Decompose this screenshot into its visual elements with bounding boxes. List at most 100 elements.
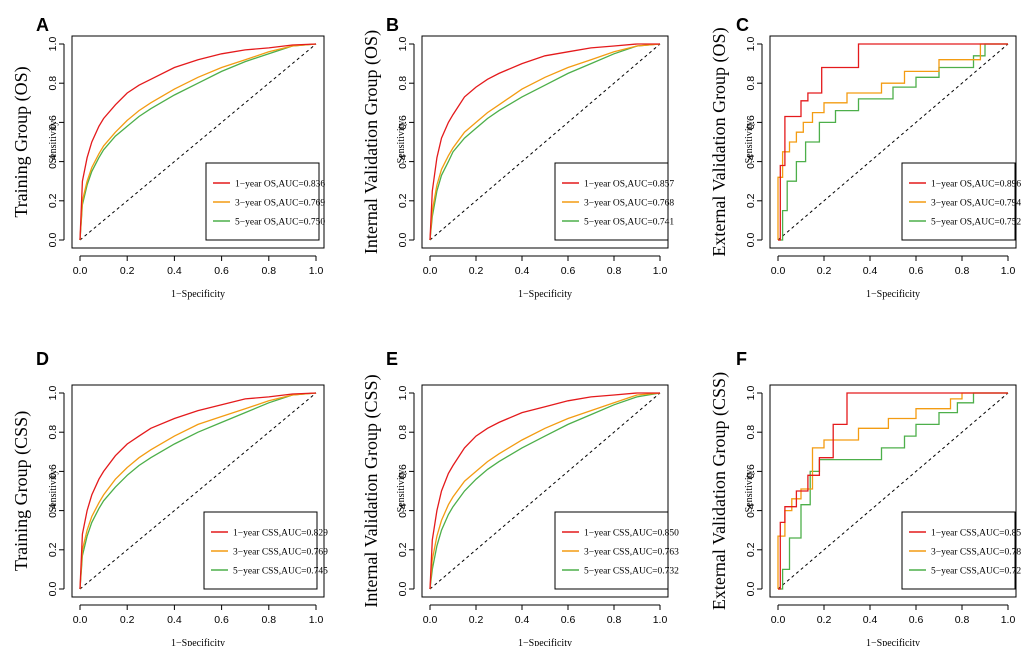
roc-curve-green	[79, 392, 317, 590]
reference-diagonal	[777, 392, 1009, 590]
y-tick-label: 0.8	[397, 425, 409, 440]
y-axis-label: Sensitivity	[396, 470, 407, 513]
x-tick-label: 0.2	[817, 265, 832, 277]
y-tick-label: 0.8	[397, 76, 409, 91]
y-tick-label: 0.0	[397, 582, 409, 597]
group-label: Internal Validation Group (OS)	[361, 30, 382, 254]
legend-label: 3−year OS,AUC=0.768	[584, 199, 674, 209]
y-tick-label: 0.0	[745, 582, 757, 597]
legend-label: 3−year CSS,AUC=0.784	[931, 548, 1021, 558]
y-axis-label: Sensitivity	[396, 121, 407, 164]
legend-box	[205, 162, 320, 241]
y-tick-label: 0.0	[397, 233, 409, 248]
y-tick-label: 1.0	[745, 37, 757, 52]
x-axis-label: 1−Specificity	[518, 289, 572, 300]
reference-diagonal	[777, 43, 1009, 241]
plot-frame	[769, 35, 1017, 249]
legend: 1−year CSS,AUC=0.859 3−year CSS,AUC=0.784…	[901, 511, 1021, 590]
chart-panel-c: C External Validation Group (OS) Sensitivi…	[709, 15, 1021, 300]
x-axis-label: 1−Specificity	[866, 638, 920, 646]
y-tick-label: 0.4	[397, 503, 409, 518]
y-tick-label: 0.6	[47, 464, 59, 479]
roc-curve-red	[429, 43, 660, 241]
x-tick-label: 0.6	[561, 265, 576, 277]
legend-label: 1−year CSS,AUC=0.829	[233, 529, 328, 539]
legend-label: 3−year OS,AUC=0.769	[235, 199, 325, 209]
y-axis-label: Sensitivity	[744, 470, 755, 513]
panel-letter: D	[36, 349, 49, 369]
roc-curve-orange	[79, 43, 317, 241]
chart-panel-f: F External Validation Group (CSS) Sensitiv…	[709, 349, 1021, 646]
panel-letter: B	[386, 15, 399, 35]
roc-curve-green	[429, 392, 661, 590]
legend: 1−year CSS,AUC=0.829 3−year CSS,AUC=0.769…	[203, 511, 328, 590]
reference-diagonal	[429, 392, 661, 590]
legend: 1−year OS,AUC=0.836 3−year OS,AUC=0.769 5−…	[205, 162, 325, 241]
legend-label: 5−year OS,AUC=0.750	[235, 218, 325, 228]
plot-frame	[71, 384, 325, 598]
roc-curve-red	[778, 43, 1008, 241]
y-tick-label: 1.0	[397, 386, 409, 401]
legend-label: 1−year OS,AUC=0.896	[931, 180, 1021, 190]
roc-curve-red	[429, 392, 660, 590]
x-axis-label: 1−Specificity	[518, 638, 572, 646]
x-tick-label: 0.8	[607, 614, 622, 626]
plot-frame	[421, 35, 669, 249]
x-tick-label: 1.0	[1001, 265, 1016, 277]
group-label: Training Group (CSS)	[11, 411, 32, 571]
x-tick-label: 0.0	[423, 614, 438, 626]
roc-curve-green	[778, 43, 1008, 241]
legend-label: 3−year OS,AUC=0.794	[931, 199, 1021, 209]
x-tick-label: 0.2	[120, 265, 135, 277]
panel-letter: E	[386, 349, 398, 369]
x-tick-label: 1.0	[309, 614, 324, 626]
legend: 1−year OS,AUC=0.896 3−year OS,AUC=0.794 5−…	[901, 162, 1021, 241]
x-axis-label: 1−Specificity	[171, 289, 225, 300]
x-tick-label: 0.2	[469, 614, 484, 626]
x-tick-label: 0.0	[771, 265, 786, 277]
x-tick-label: 0.6	[214, 614, 229, 626]
roc-curve-green	[429, 43, 661, 241]
legend-label: 5−year CSS,AUC=0.732	[584, 567, 679, 577]
x-tick-label: 0.4	[515, 265, 530, 277]
plot-frame	[71, 35, 325, 249]
legend-label: 5−year CSS,AUC=0.745	[233, 567, 328, 577]
reference-diagonal	[429, 43, 661, 241]
x-tick-label: 1.0	[653, 614, 668, 626]
y-tick-label: 0.8	[47, 425, 59, 440]
x-tick-label: 0.6	[909, 614, 924, 626]
y-tick-label: 1.0	[745, 386, 757, 401]
y-tick-label: 0.0	[47, 582, 59, 597]
y-tick-label: 0.4	[397, 154, 409, 169]
y-tick-label: 0.6	[745, 115, 757, 130]
x-tick-label: 0.6	[214, 265, 229, 277]
y-tick-label: 0.2	[397, 542, 409, 557]
x-tick-label: 0.0	[771, 614, 786, 626]
roc-curve-green	[778, 392, 1008, 590]
roc-curve-orange	[777, 43, 1008, 240]
legend-label: 3−year CSS,AUC=0.769	[233, 548, 328, 558]
legend-label: 5−year OS,AUC=0.741	[584, 218, 674, 228]
x-tick-label: 0.6	[561, 614, 576, 626]
y-axis-label: Sensitivity	[48, 121, 59, 164]
panel-letter: F	[736, 349, 747, 369]
y-tick-label: 0.6	[745, 464, 757, 479]
y-tick-label: 1.0	[397, 37, 409, 52]
x-tick-label: 0.4	[515, 614, 530, 626]
y-tick-label: 0.8	[745, 425, 757, 440]
plot-frame	[769, 384, 1017, 598]
x-tick-label: 0.8	[955, 614, 970, 626]
x-tick-label: 1.0	[309, 265, 324, 277]
group-label: External Validation Group (CSS)	[709, 372, 730, 610]
x-tick-label: 0.8	[261, 265, 276, 277]
x-tick-label: 0.4	[167, 265, 182, 277]
y-tick-label: 0.2	[47, 542, 59, 557]
group-label: Internal Validation Group (CSS)	[361, 374, 382, 607]
legend-label: 1−year CSS,AUC=0.850	[584, 529, 679, 539]
y-axis-label: Sensitivity	[744, 121, 755, 164]
x-tick-label: 0.0	[73, 265, 88, 277]
y-tick-label: 0.2	[397, 193, 409, 208]
